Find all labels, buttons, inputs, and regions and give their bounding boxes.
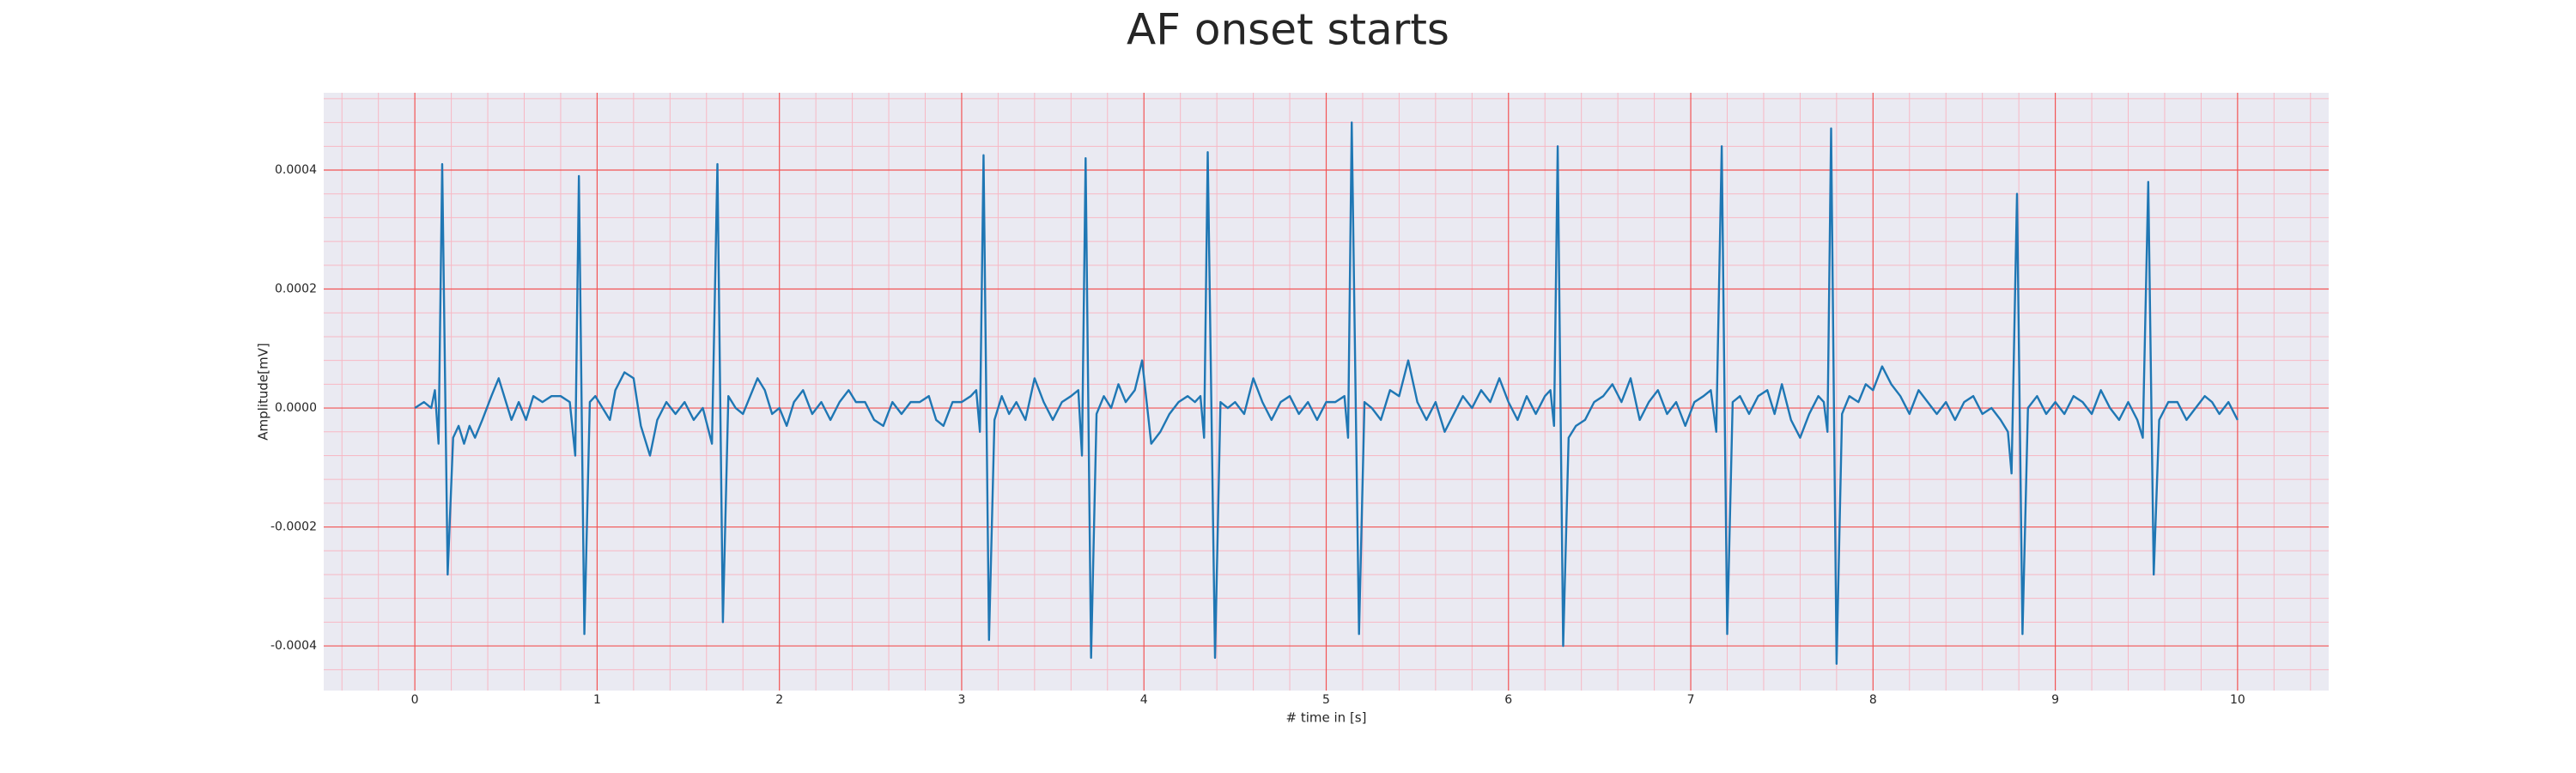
y-tick-label: 0.0004	[275, 163, 317, 177]
signal-line	[414, 121, 2239, 666]
x-tick-label: 3	[957, 693, 965, 707]
x-axis-label: # time in [s]	[1286, 710, 1367, 726]
y-tick-label: 0.0002	[275, 283, 317, 296]
x-tick-label: 4	[1140, 693, 1148, 707]
x-tick-label: 10	[2230, 693, 2245, 707]
marks	[414, 121, 2239, 666]
x-tick-label: 1	[593, 693, 601, 707]
x-tick-label: 0	[411, 693, 419, 707]
y-axis-label: Amplitude[mV]	[256, 343, 271, 440]
x-tick-label: 7	[1687, 693, 1695, 707]
y-tick-label: -0.0002	[270, 520, 317, 534]
chart-title: AF onset starts	[1127, 5, 1449, 55]
x-tick-label: 2	[775, 693, 783, 707]
x-tick-label: 8	[1869, 693, 1877, 707]
y-tick-label: 0.0000	[275, 401, 317, 415]
y-tick-label: -0.0004	[270, 639, 317, 653]
x-tick-label: 6	[1504, 693, 1512, 707]
x-tick-label: 5	[1322, 693, 1330, 707]
x-tick-label: 9	[2051, 693, 2059, 707]
